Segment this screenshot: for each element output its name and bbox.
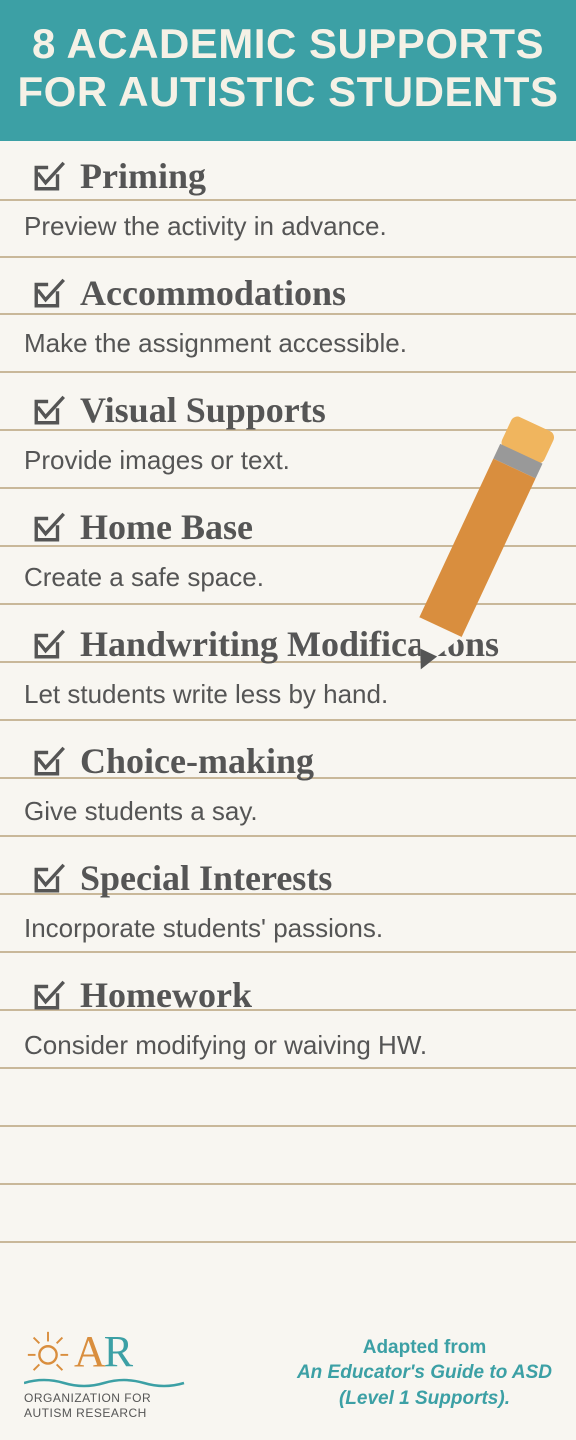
item-head: Choice-making bbox=[20, 740, 556, 782]
item-title: Special Interests bbox=[80, 857, 332, 899]
items-list: Priming Preview the activity in advance.… bbox=[0, 141, 576, 1077]
item-head: Home Base bbox=[20, 506, 556, 548]
item-title: Homework bbox=[80, 974, 252, 1016]
list-item: Special Interests Incorporate students' … bbox=[20, 843, 556, 960]
item-head: Special Interests bbox=[20, 857, 556, 899]
checkbox-icon bbox=[32, 159, 66, 193]
list-item: Accommodations Make the assignment acces… bbox=[20, 258, 556, 375]
checkbox-icon bbox=[32, 393, 66, 427]
checkbox-icon bbox=[32, 510, 66, 544]
item-desc: Provide images or text. bbox=[20, 445, 556, 476]
item-head: Priming bbox=[20, 155, 556, 197]
checkbox-icon bbox=[32, 861, 66, 895]
attribution-text: Adapted from An Educator's Guide to ASD … bbox=[297, 1335, 552, 1412]
logo-subtitle: ORGANIZATION FOR AUTISM RESEARCH bbox=[24, 1391, 151, 1420]
main-title: 8 ACADEMIC SUPPORTS FOR AUTISTIC STUDENT… bbox=[15, 20, 561, 117]
checkbox-icon bbox=[32, 627, 66, 661]
list-item: Home Base Create a safe space. bbox=[20, 492, 556, 609]
item-desc: Incorporate students' passions. bbox=[20, 913, 556, 944]
item-head: Handwriting Modifications bbox=[20, 623, 556, 665]
logo-main: AR bbox=[24, 1326, 131, 1377]
footer: AR ORGANIZATION FOR AUTISM RESEARCH Adap… bbox=[0, 1326, 576, 1420]
item-desc: Give students a say. bbox=[20, 796, 556, 827]
item-title: Choice-making bbox=[80, 740, 314, 782]
item-title: Visual Supports bbox=[80, 389, 326, 431]
item-desc: Let students write less by hand. bbox=[20, 679, 556, 710]
item-title: Home Base bbox=[80, 506, 253, 548]
checkbox-icon bbox=[32, 276, 66, 310]
item-desc: Create a safe space. bbox=[20, 562, 556, 593]
logo-letters: AR bbox=[74, 1326, 131, 1377]
checkbox-icon bbox=[32, 978, 66, 1012]
checkbox-icon bbox=[32, 744, 66, 778]
list-item: Choice-making Give students a say. bbox=[20, 726, 556, 843]
item-title: Accommodations bbox=[80, 272, 346, 314]
item-desc: Preview the activity in advance. bbox=[20, 211, 556, 242]
list-item: Visual Supports Provide images or text. bbox=[20, 375, 556, 492]
paper-area: Priming Preview the activity in advance.… bbox=[0, 141, 576, 1077]
item-desc: Make the assignment accessible. bbox=[20, 328, 556, 359]
wave-icon bbox=[24, 1377, 194, 1389]
oar-logo: AR ORGANIZATION FOR AUTISM RESEARCH bbox=[24, 1326, 194, 1420]
item-head: Homework bbox=[20, 974, 556, 1016]
list-item: Priming Preview the activity in advance. bbox=[20, 141, 556, 258]
sun-icon bbox=[24, 1328, 72, 1376]
item-head: Visual Supports bbox=[20, 389, 556, 431]
item-desc: Consider modifying or waiving HW. bbox=[20, 1030, 556, 1061]
list-item: Handwriting Modifications Let students w… bbox=[20, 609, 556, 726]
header-banner: 8 ACADEMIC SUPPORTS FOR AUTISTIC STUDENT… bbox=[0, 0, 576, 141]
item-title: Priming bbox=[80, 155, 206, 197]
list-item: Homework Consider modifying or waiving H… bbox=[20, 960, 556, 1077]
item-head: Accommodations bbox=[20, 272, 556, 314]
item-title: Handwriting Modifications bbox=[80, 623, 499, 665]
